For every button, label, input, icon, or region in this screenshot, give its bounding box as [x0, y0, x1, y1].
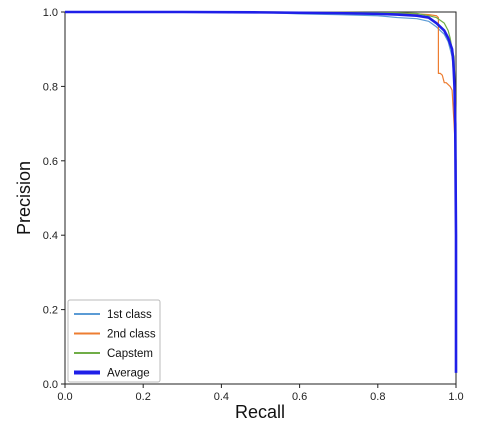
x-tick-label: 0.8	[370, 391, 385, 403]
x-tick-label: 0.0	[57, 391, 72, 403]
y-tick-label: 0.0	[43, 379, 58, 391]
legend-box	[67, 299, 161, 383]
x-tick-label: 0.4	[214, 391, 229, 403]
y-axis-ticks: 0.0 0.2 0.4 0.6 0.8 1.0	[43, 7, 65, 391]
x-tick-label: 0.6	[292, 391, 307, 403]
legend: 1st class 2nd class Capstem Average	[67, 299, 161, 383]
series-line-4	[65, 10, 458, 373]
legend-label-2: 2nd class	[107, 329, 156, 341]
series-layer	[65, 10, 458, 373]
x-tick-label: 1.0	[448, 391, 463, 403]
y-tick-label: 0.4	[43, 230, 58, 242]
y-axis-title: Precision	[14, 161, 34, 235]
y-tick-label: 1.0	[43, 7, 58, 19]
x-axis-title: Recall	[235, 402, 285, 422]
legend-label-1: 1st class	[107, 309, 152, 321]
y-tick-label: 0.2	[43, 305, 58, 317]
legend-label-4: Average	[107, 368, 150, 380]
y-tick-label: 0.8	[43, 81, 58, 93]
legend-label-3: Capstem	[107, 348, 153, 360]
x-tick-label: 0.2	[136, 391, 151, 403]
y-tick-label: 0.6	[43, 156, 58, 168]
x-axis-ticks: 0.0 0.2 0.4 0.6 0.8 1.0	[57, 384, 464, 403]
